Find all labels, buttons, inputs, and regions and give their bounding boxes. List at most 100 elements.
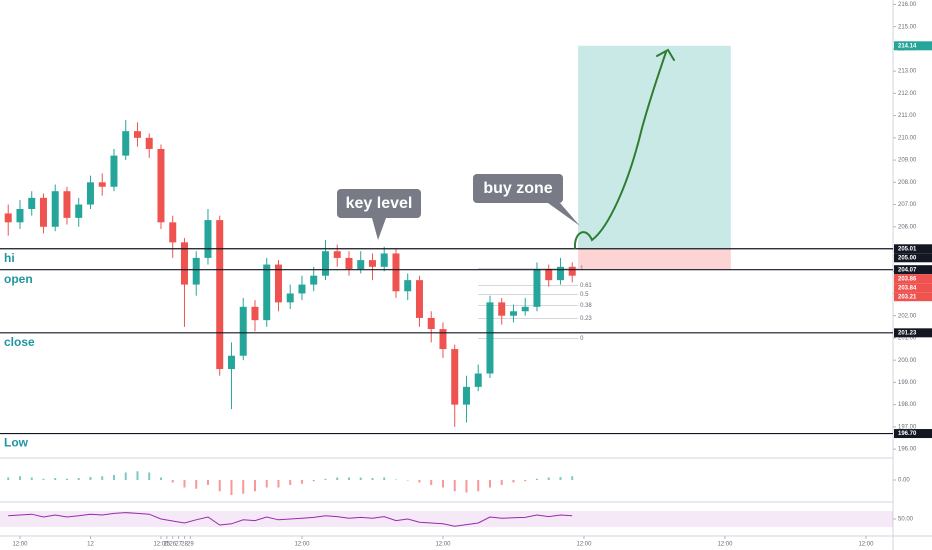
target-zone [578, 45, 731, 249]
candle-body [169, 222, 177, 243]
macd-bar [383, 477, 386, 480]
candle-body [415, 280, 423, 318]
candle-body [192, 257, 200, 285]
y-tick-label: 216.00 [898, 2, 917, 8]
candle-body [439, 329, 447, 350]
macd-bar [183, 480, 186, 488]
candle-body [380, 253, 388, 267]
candle-body [39, 197, 47, 227]
candle-body [474, 373, 482, 387]
fib-label: 0 [580, 336, 584, 342]
fib-label: 0.5 [580, 292, 589, 298]
y-tick-label: 199.00 [898, 380, 917, 386]
macd-bar [512, 480, 515, 483]
macd-bar [124, 472, 127, 480]
x-tick-label: 12 [87, 542, 94, 548]
y-tick-label: 206.00 [898, 224, 917, 230]
macd-bar [547, 477, 550, 480]
price-badge [894, 244, 932, 254]
y-tick-label: 0.00 [898, 478, 910, 484]
macd-bar [535, 478, 538, 480]
x-tick-label: 25 [164, 542, 171, 548]
candle-body [404, 280, 412, 292]
macd-bar [336, 477, 339, 480]
macd-bar [253, 480, 256, 492]
price-badge [894, 274, 932, 284]
y-tick-label: 196.00 [898, 447, 917, 453]
candle-body [274, 264, 282, 303]
x-tick-label: 12:00 [435, 542, 451, 548]
y-tick-label: 202.00 [898, 313, 917, 319]
macd-bar [430, 480, 433, 485]
candle-body [86, 182, 94, 205]
candle-body [451, 349, 459, 405]
candle-body [251, 306, 259, 321]
macd-bar [230, 480, 233, 495]
fib-label: 0.38 [580, 303, 592, 309]
forecast-arrow [573, 48, 675, 249]
rsi-line [8, 512, 573, 527]
macd-bar [89, 477, 92, 480]
candle-body [521, 306, 529, 312]
price-badge-label: 205.00 [898, 255, 917, 261]
y-tick-label: 197.00 [898, 424, 917, 430]
candle-body [75, 204, 83, 218]
macd-bar [571, 476, 574, 480]
candle-body [98, 182, 106, 187]
x-tick-label: 26 [169, 542, 176, 548]
price-badge-label: 214.14 [898, 43, 917, 49]
candle-body [498, 302, 506, 316]
candle-body [568, 266, 576, 276]
macd-bar [289, 480, 292, 485]
y-tick-label: 198.00 [898, 402, 917, 408]
candle-body [286, 293, 294, 303]
candle-body [556, 266, 564, 281]
macd-bar [477, 480, 480, 492]
candle-body [145, 137, 153, 149]
macd-bar [324, 478, 327, 480]
macd-bar [559, 477, 562, 480]
price-badge-label: 203.86 [898, 276, 917, 282]
x-tick-label: 29 [187, 542, 194, 548]
candle-body [16, 208, 24, 223]
level-label: hi [4, 251, 15, 265]
y-tick-label: 212.00 [898, 91, 917, 97]
macd-bar [406, 480, 409, 481]
candle-body [4, 213, 12, 223]
candle-body [157, 148, 165, 223]
x-tick-label: 12:00 [294, 542, 310, 548]
candle-body [333, 251, 341, 258]
callout-text: key level [346, 195, 413, 212]
macd-bar [195, 480, 198, 489]
macd-bar [488, 480, 491, 488]
level-label: close [4, 335, 35, 349]
candle-body [28, 197, 36, 209]
y-tick-label: 200.00 [898, 358, 917, 364]
y-tick-label: 210.00 [898, 135, 917, 141]
macd-bar [418, 480, 421, 483]
callout: buy zone [473, 174, 580, 226]
macd-bar [112, 475, 115, 480]
level-label: open [4, 272, 33, 286]
y-tick-label: 207.00 [898, 202, 917, 208]
macd-bar [77, 478, 80, 480]
x-tick-label: 12:00 [12, 542, 28, 548]
candle-body [263, 264, 271, 321]
y-tick-label: 215.00 [898, 24, 917, 30]
y-tick-label: 50.00 [898, 517, 914, 523]
macd-bar [312, 480, 315, 482]
x-tick-label: 12:00 [576, 542, 592, 548]
candle-body [51, 191, 59, 227]
y-tick-label: 213.00 [898, 69, 917, 75]
rsi-band [0, 511, 893, 527]
price-badge [894, 265, 932, 275]
candle-body [509, 311, 517, 316]
macd-bar [136, 471, 139, 480]
macd-bar [441, 480, 444, 488]
callout: key level [337, 189, 421, 240]
price-badge [894, 253, 932, 263]
macd-bar [347, 477, 350, 480]
y-tick-label: 211.00 [898, 113, 917, 119]
price-badge-label: 196.70 [898, 431, 917, 437]
